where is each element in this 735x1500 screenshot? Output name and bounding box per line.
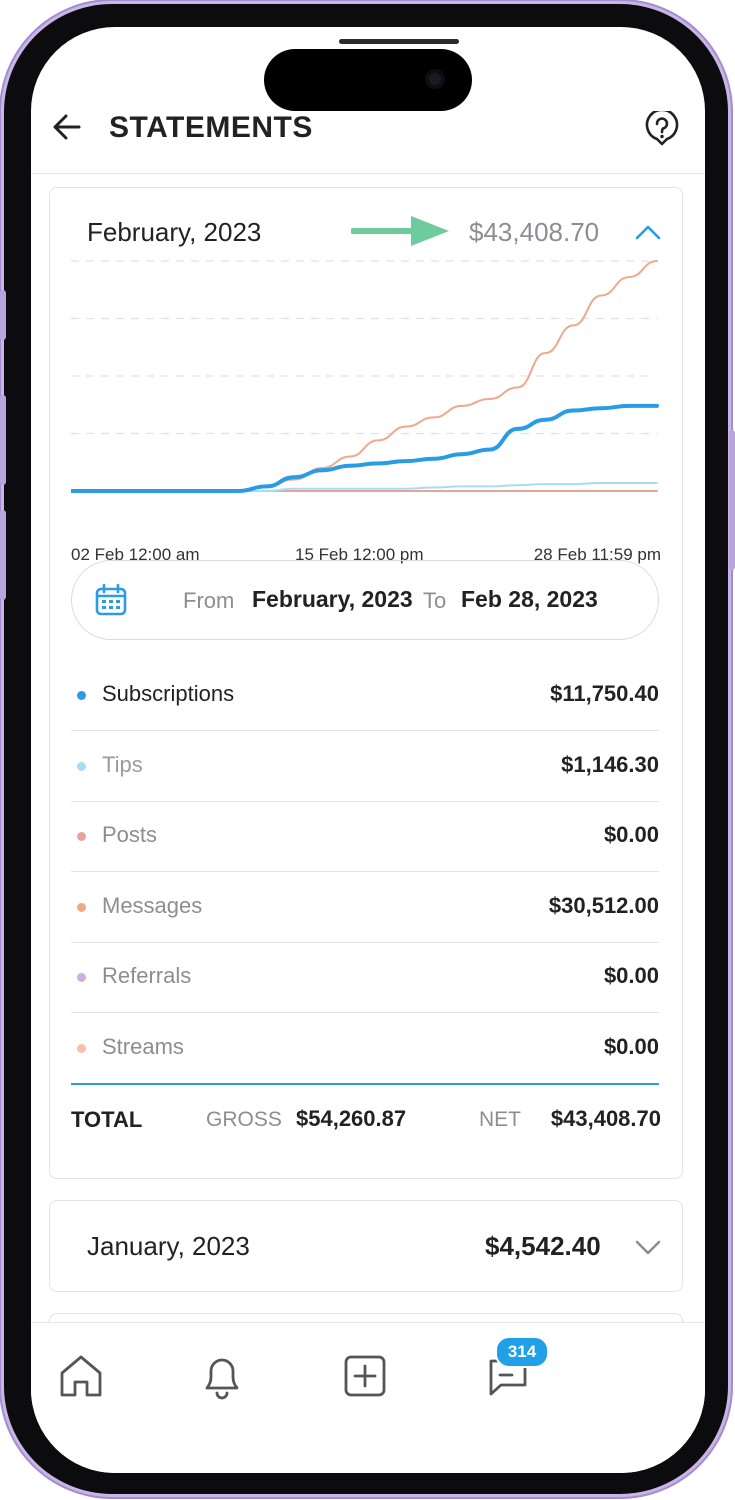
month-amount: $4,542.40 xyxy=(485,1231,601,1261)
month-label: February, 2023 xyxy=(87,217,262,247)
category-value: $0.00 xyxy=(603,963,659,988)
category-label: Tips xyxy=(102,751,143,777)
range-from-label: From xyxy=(183,588,235,613)
app-screen: STATEMENTS February, 2023 $43,408.70 02 … xyxy=(31,27,705,1473)
category-row[interactable]: Tips $1,146.30 xyxy=(71,731,659,802)
bottom-navigation: 314 xyxy=(31,1322,705,1473)
category-row[interactable]: Subscriptions $11,750.40 xyxy=(71,660,659,731)
category-dot-icon xyxy=(77,691,86,700)
category-row[interactable]: Referrals $0.00 xyxy=(71,942,659,1013)
arrow-left-icon[interactable] xyxy=(51,111,83,143)
statement-card-february: February, 2023 $43,408.70 02 Feb 12:00 a… xyxy=(49,187,683,1179)
category-dot-icon xyxy=(77,1043,86,1053)
chevron-up-icon[interactable] xyxy=(634,222,662,242)
category-label: Subscriptions xyxy=(102,681,235,706)
net-value: $43,408.70 xyxy=(550,1106,661,1131)
chart-grid xyxy=(71,260,657,492)
category-row[interactable]: Streams $0.00 xyxy=(71,1013,659,1083)
category-dot-icon xyxy=(77,761,86,771)
total-divider xyxy=(71,1083,659,1085)
bell-icon[interactable] xyxy=(197,1351,247,1401)
speaker-grille xyxy=(339,39,459,44)
page-title: STATEMENTS xyxy=(109,111,313,144)
range-to-label: To xyxy=(423,588,447,613)
category-row[interactable]: Posts $0.00 xyxy=(71,801,659,872)
camera-icon xyxy=(425,69,445,89)
net-label: NET xyxy=(479,1108,521,1131)
top-bar: STATEMENTS xyxy=(31,97,705,174)
category-label: Messages xyxy=(102,892,203,918)
chat-badge: 314 xyxy=(495,1336,549,1368)
chart-lines xyxy=(71,260,659,493)
calendar-icon xyxy=(94,583,128,617)
category-value: $1,146.30 xyxy=(561,751,659,777)
side-button xyxy=(0,395,6,485)
category-dot-icon xyxy=(77,832,86,841)
chevron-down-icon[interactable] xyxy=(634,1237,662,1257)
range-from-value: February, 2023 xyxy=(252,586,413,612)
category-value: $0.00 xyxy=(603,1033,659,1059)
plus-square-icon[interactable] xyxy=(340,1351,390,1401)
side-button xyxy=(0,290,6,340)
category-dot-icon xyxy=(77,902,86,912)
x-tick-label: 28 Feb 11:59 pm xyxy=(533,545,661,564)
series-line xyxy=(71,403,659,493)
x-tick-label: 15 Feb 12:00 pm xyxy=(295,545,424,564)
category-label: Referrals xyxy=(102,963,192,988)
category-dot-icon xyxy=(77,973,86,982)
category-value: $30,512.00 xyxy=(548,892,659,918)
annotation-arrow-icon xyxy=(351,216,449,246)
month-amount: $43,408.70 xyxy=(469,217,600,247)
date-range-selector[interactable]: From February, 2023 To Feb 28, 2023 xyxy=(71,560,659,640)
range-to-value: Feb 28, 2023 xyxy=(461,586,598,612)
x-tick-label: 02 Feb 12:00 am xyxy=(71,545,200,564)
category-label: Streams xyxy=(102,1033,184,1059)
month-label: January, 2023 xyxy=(87,1231,250,1261)
category-label: Posts xyxy=(102,822,158,847)
category-value: $11,750.40 xyxy=(550,681,659,706)
gross-label: GROSS xyxy=(206,1108,282,1131)
help-circle-icon[interactable] xyxy=(645,108,679,149)
side-button xyxy=(729,430,735,570)
statement-card-january[interactable]: January, 2023 $4,542.40 xyxy=(49,1200,683,1292)
gross-value: $54,260.87 xyxy=(296,1106,407,1131)
side-button xyxy=(0,510,6,600)
category-value: $0.00 xyxy=(603,822,659,847)
total-label: TOTAL xyxy=(71,1107,143,1132)
home-icon[interactable] xyxy=(56,1351,106,1401)
earnings-chart xyxy=(71,260,659,493)
category-row[interactable]: Messages $30,512.00 xyxy=(71,872,659,943)
